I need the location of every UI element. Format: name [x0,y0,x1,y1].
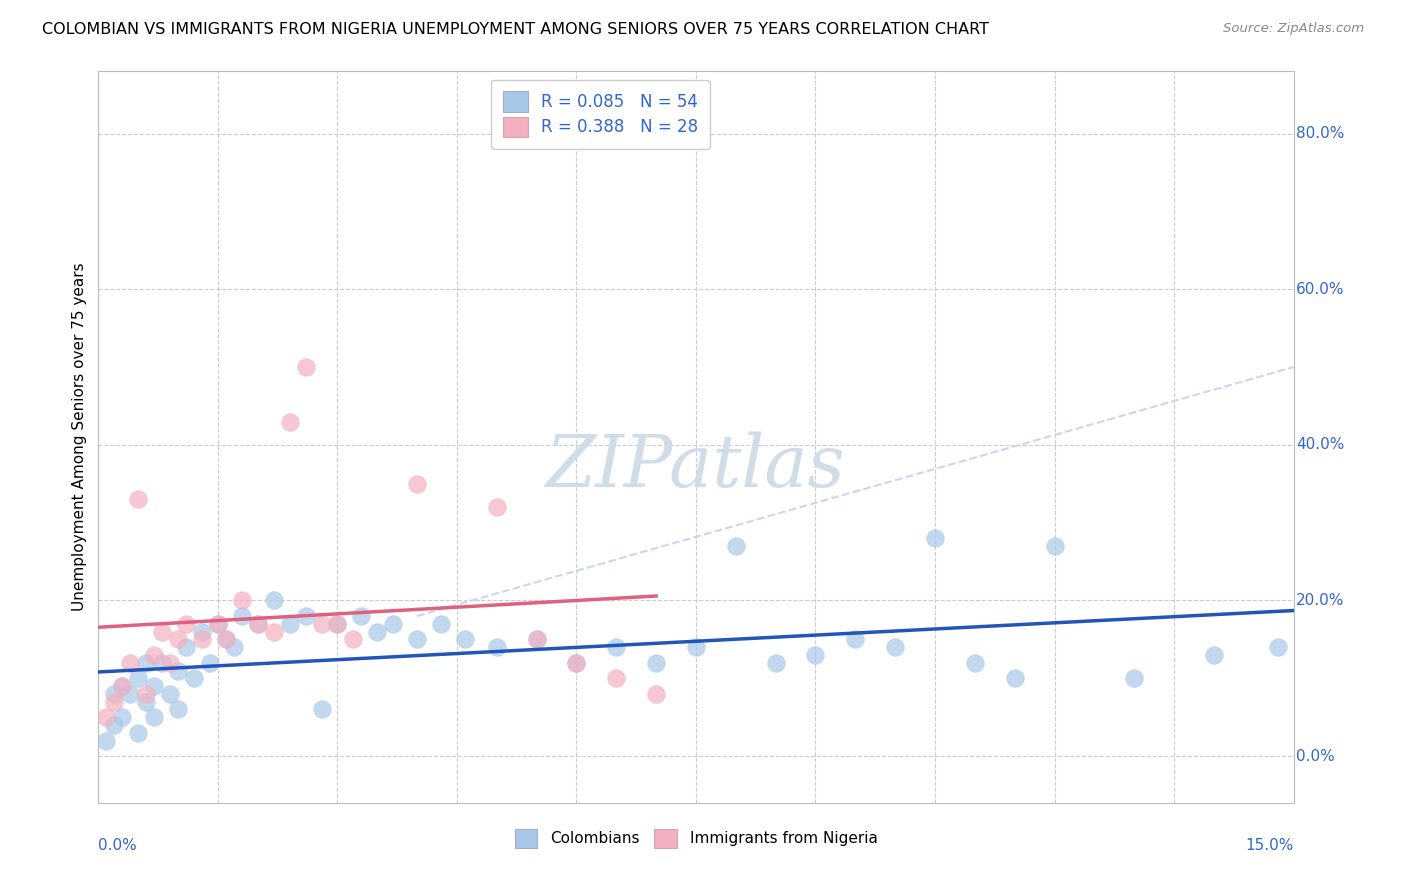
Point [765,656,787,670]
Point [150,656,173,670]
Point [143,648,166,662]
Point [844,632,866,647]
Point [311,702,333,716]
Point [526,632,548,647]
Point [198,656,221,670]
Point [103,718,125,732]
Point [120,656,142,670]
Point [111,679,134,693]
Point [263,624,285,639]
Point [326,616,349,631]
Point [127,725,149,739]
Point [103,695,125,709]
Point [159,687,181,701]
Point [1004,671,1026,685]
Point [135,695,157,709]
Point [150,624,173,639]
Point [231,593,253,607]
Text: Source: ZipAtlas.com: Source: ZipAtlas.com [1223,22,1364,36]
Point [96,710,118,724]
Legend: Colombians, Immigrants from Nigeria: Colombians, Immigrants from Nigeria [509,822,883,854]
Point [1267,640,1289,655]
Point [924,531,946,545]
Point [127,671,149,685]
Y-axis label: Unemployment Among Seniors over 75 years: Unemployment Among Seniors over 75 years [72,263,87,611]
Point [1043,539,1066,553]
Point [222,640,245,655]
Point [565,656,588,670]
Point [605,640,627,655]
Point [174,616,197,631]
Point [724,539,747,553]
Point [366,624,388,639]
Point [645,656,668,670]
Point [278,415,301,429]
Point [246,616,269,631]
Point [454,632,477,647]
Point [263,593,285,607]
Point [96,733,118,747]
Text: COLOMBIAN VS IMMIGRANTS FROM NIGERIA UNEMPLOYMENT AMONG SENIORS OVER 75 YEARS CO: COLOMBIAN VS IMMIGRANTS FROM NIGERIA UNE… [42,22,990,37]
Text: 80.0%: 80.0% [1296,126,1344,141]
Text: 20.0%: 20.0% [1296,593,1344,608]
Point [111,679,134,693]
Point [685,640,707,655]
Point [246,616,269,631]
Point [231,609,253,624]
Text: 15.0%: 15.0% [1246,838,1294,853]
Point [565,656,588,670]
Point [191,632,214,647]
Point [963,656,986,670]
Point [215,632,238,647]
Point [294,359,316,374]
Point [103,687,125,701]
Point [135,656,157,670]
Point [526,632,548,647]
Point [406,632,429,647]
Point [406,476,429,491]
Point [127,492,149,507]
Point [485,500,508,515]
Point [143,679,166,693]
Point [1123,671,1146,685]
Point [326,616,349,631]
Point [645,687,668,701]
Point [605,671,627,685]
Point [191,624,214,639]
Point [167,664,190,678]
Point [120,687,142,701]
Point [215,632,238,647]
Point [350,609,373,624]
Text: 0.0%: 0.0% [1296,748,1334,764]
Point [167,702,190,716]
Point [143,710,166,724]
Point [111,710,134,724]
Point [1202,648,1225,662]
Point [167,632,190,647]
Point [884,640,907,655]
Point [294,609,316,624]
Point [311,616,333,631]
Point [804,648,827,662]
Text: 0.0%: 0.0% [98,838,138,853]
Point [342,632,364,647]
Point [278,616,301,631]
Point [183,671,205,685]
Point [485,640,508,655]
Point [430,616,453,631]
Point [174,640,197,655]
Point [159,656,181,670]
Point [382,616,405,631]
Point [135,687,157,701]
Text: ZIPatlas: ZIPatlas [546,431,846,501]
Point [207,616,229,631]
Text: 40.0%: 40.0% [1296,437,1344,452]
Point [207,616,229,631]
Text: 60.0%: 60.0% [1296,282,1344,297]
